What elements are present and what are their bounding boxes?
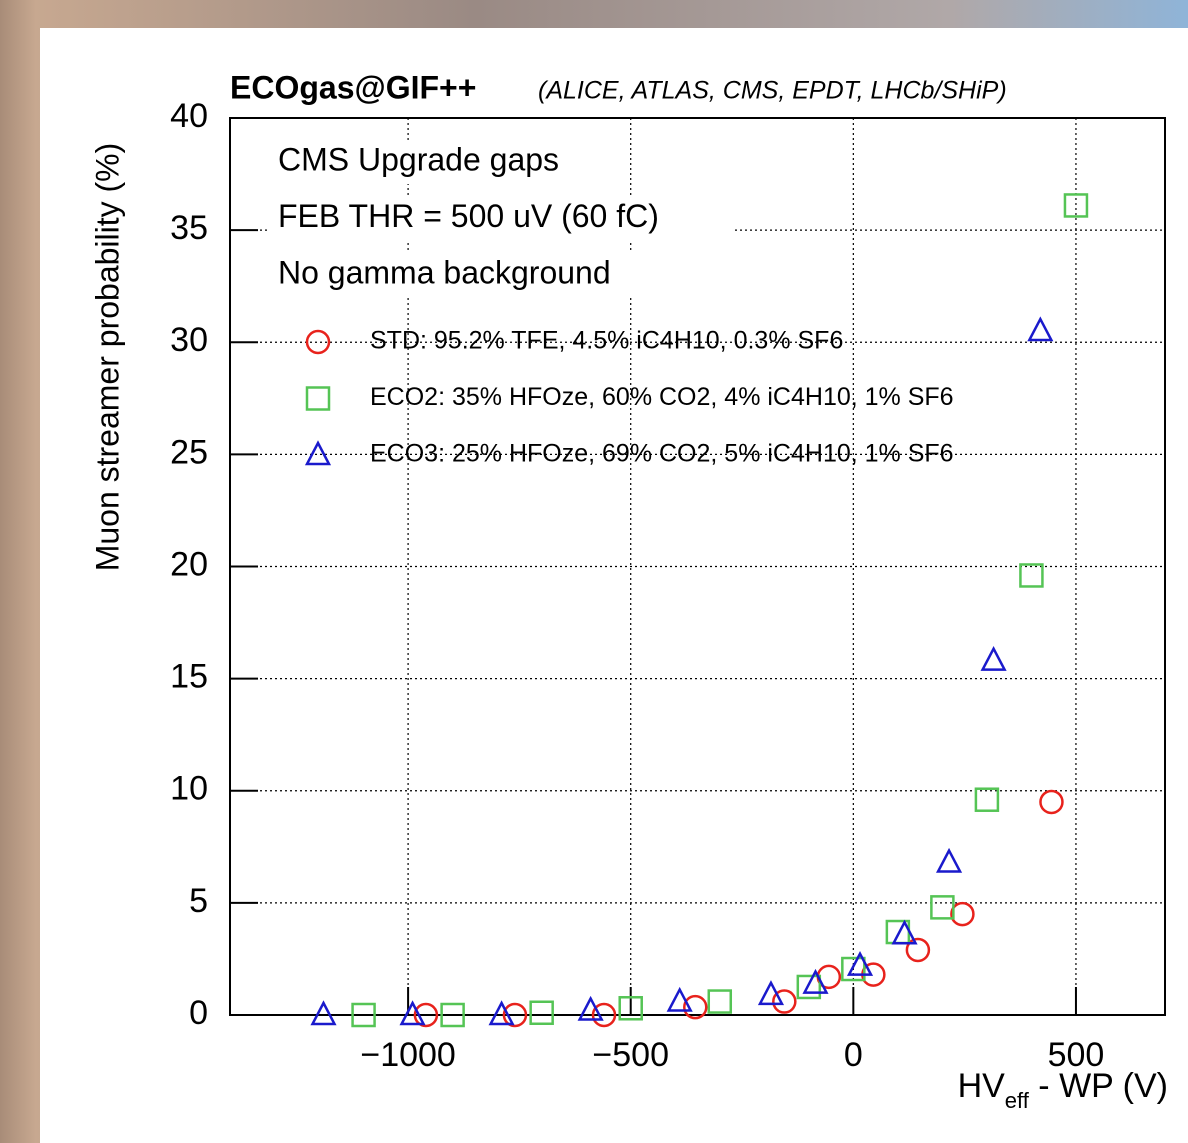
point [440,1002,465,1028]
point [950,901,975,927]
annotation: No gamma background [278,254,611,290]
point [310,1000,337,1026]
point [935,847,963,873]
legend-marker [305,329,331,355]
x-label-sub: eff [1005,1088,1030,1113]
point [757,980,785,1006]
x-tick-label: 500 [1048,1036,1105,1074]
x-tick-label: −1000 [360,1036,456,1074]
y-tick-label: 20 [170,545,208,583]
point [980,645,1007,671]
point [772,989,797,1014]
y-tick-label: 35 [170,209,208,247]
y-tick-label: 40 [170,97,208,135]
point [802,968,829,994]
y-tick-label: 30 [170,321,208,359]
y-tick-label: 25 [170,433,208,471]
x-label-rest: - WP (V) [1029,1067,1168,1105]
point [891,919,918,945]
y-tick-label: 5 [189,882,208,920]
legend-marker [304,440,332,466]
point [529,1000,554,1026]
y-axis-label: Muon streamer probability (%) [89,143,125,572]
point [1027,316,1054,342]
x-label-main: HV [958,1067,1006,1105]
point [351,1002,376,1028]
point [841,956,866,982]
point [1063,193,1089,218]
point [796,974,822,1000]
point [707,989,733,1014]
legend-marker [305,386,331,411]
annotation-bg [270,253,670,297]
plot-frame [229,117,1166,1016]
annotation: FEB THR = 500 uV (60 fC) [278,198,659,234]
point [974,787,1000,812]
annotation: CMS Upgrade gaps [278,141,559,177]
point [488,1000,515,1026]
legend-label: ECO3: 25% HFOze, 69% CO2, 5% iC4H10, 1% … [370,440,954,468]
point [930,895,955,920]
x-tick-label: 0 [844,1036,863,1074]
legend-label: ECO2: 35% HFOze, 60% CO2, 4% iC4H10, 1% … [370,383,954,411]
point [683,994,708,1020]
point [1019,563,1044,588]
chart-subtitle: (ALICE, ATLAS, CMS, EPDT, LHCb/SHiP) [538,77,1007,105]
point [846,950,874,976]
point [905,937,931,963]
x-tick-label: −500 [592,1036,669,1074]
point [1039,789,1064,815]
y-tick-label: 0 [189,994,208,1032]
point [399,1000,426,1026]
point [591,1002,617,1028]
point [577,995,604,1021]
point [502,1002,528,1028]
legend-label: STD: 95.2% TFE, 4.5% iC4H10, 0.3% SF6 [370,327,843,355]
point [413,1002,439,1028]
y-tick-label: 10 [170,770,208,808]
point [666,986,693,1012]
chart-title: ECOgas@GIF++ [230,69,476,105]
annotation-bg [270,196,732,241]
point [618,996,643,1021]
annotation-bg [270,140,610,184]
y-tick-label: 15 [170,658,208,696]
x-axis-label: HVeff - WP (V) [958,1067,1168,1113]
